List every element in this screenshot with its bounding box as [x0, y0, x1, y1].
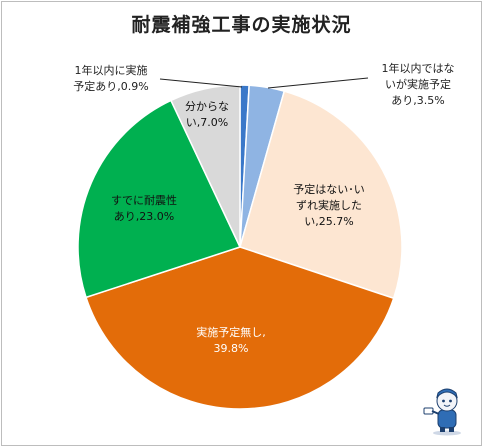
- slice-label-line: 予定あり,0.9%: [73, 79, 148, 93]
- chart-title: 耐震補強工事の実施状況: [131, 14, 352, 36]
- slice-label-line: 39.8%: [214, 342, 249, 355]
- slice-label-line: 予定はない･い: [293, 182, 365, 196]
- slice-label-line: あり,3.5%: [391, 94, 444, 107]
- slice-label-line: 分からな: [185, 100, 229, 113]
- slice-label-line: ずれ実施した: [296, 198, 362, 212]
- slice-label-6: 分からない,7.0%: [185, 100, 229, 129]
- slice-label-2: 1年以内ではないが実施予定あり,3.5%: [382, 61, 455, 107]
- slice-label-line: いが実施予定: [385, 77, 451, 91]
- slice-label-line: 実施予定無し,: [196, 325, 266, 339]
- slice-label-line: 1年以内ではな: [382, 61, 455, 75]
- pie-slice-6: [169, 84, 241, 248]
- slice-label-line: い,7.0%: [186, 116, 228, 129]
- slice-label-line: あり,23.0%: [114, 210, 174, 223]
- slice-label-1: 1年以内に実施予定あり,0.9%: [73, 63, 148, 93]
- slice-label-line: 1年以内に実施: [75, 63, 148, 77]
- pie-slice-3: [239, 90, 403, 300]
- mascot-icon: [423, 388, 461, 436]
- slice-label-line: すでに耐震性: [111, 193, 177, 207]
- slice-label-5: すでに耐震性あり,23.0%: [111, 193, 177, 223]
- leader-line-1: [159, 78, 243, 88]
- pie-slice-5: [77, 99, 242, 299]
- leader-line-2: [267, 77, 369, 89]
- pie-slice-4: [85, 246, 395, 410]
- slice-label-3: 予定はない･いずれ実施したい,25.7%: [293, 182, 365, 228]
- slice-label-4: 実施予定無し, 39.8%: [196, 325, 266, 355]
- slice-label-line: い,25.7%: [304, 215, 353, 228]
